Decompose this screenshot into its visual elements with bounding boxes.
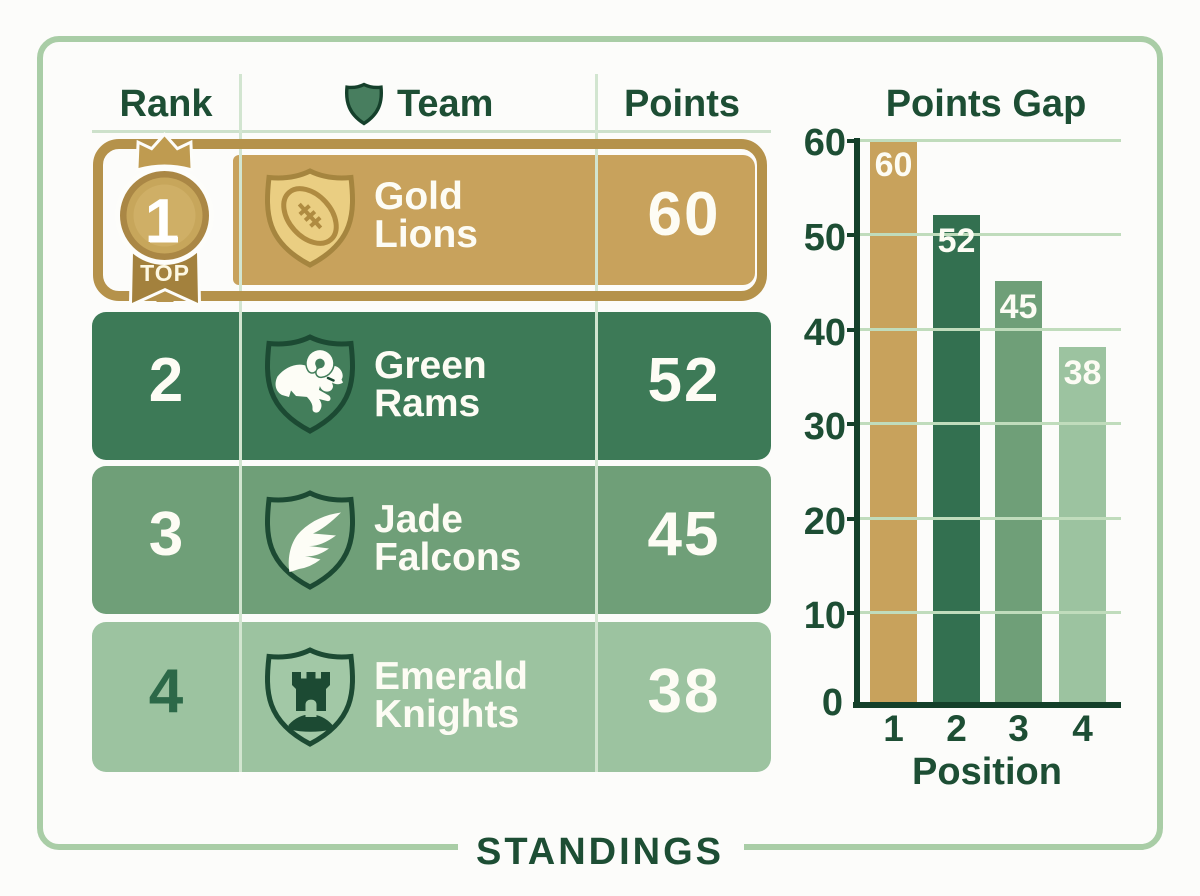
svg-text:1: 1 [145,187,179,256]
